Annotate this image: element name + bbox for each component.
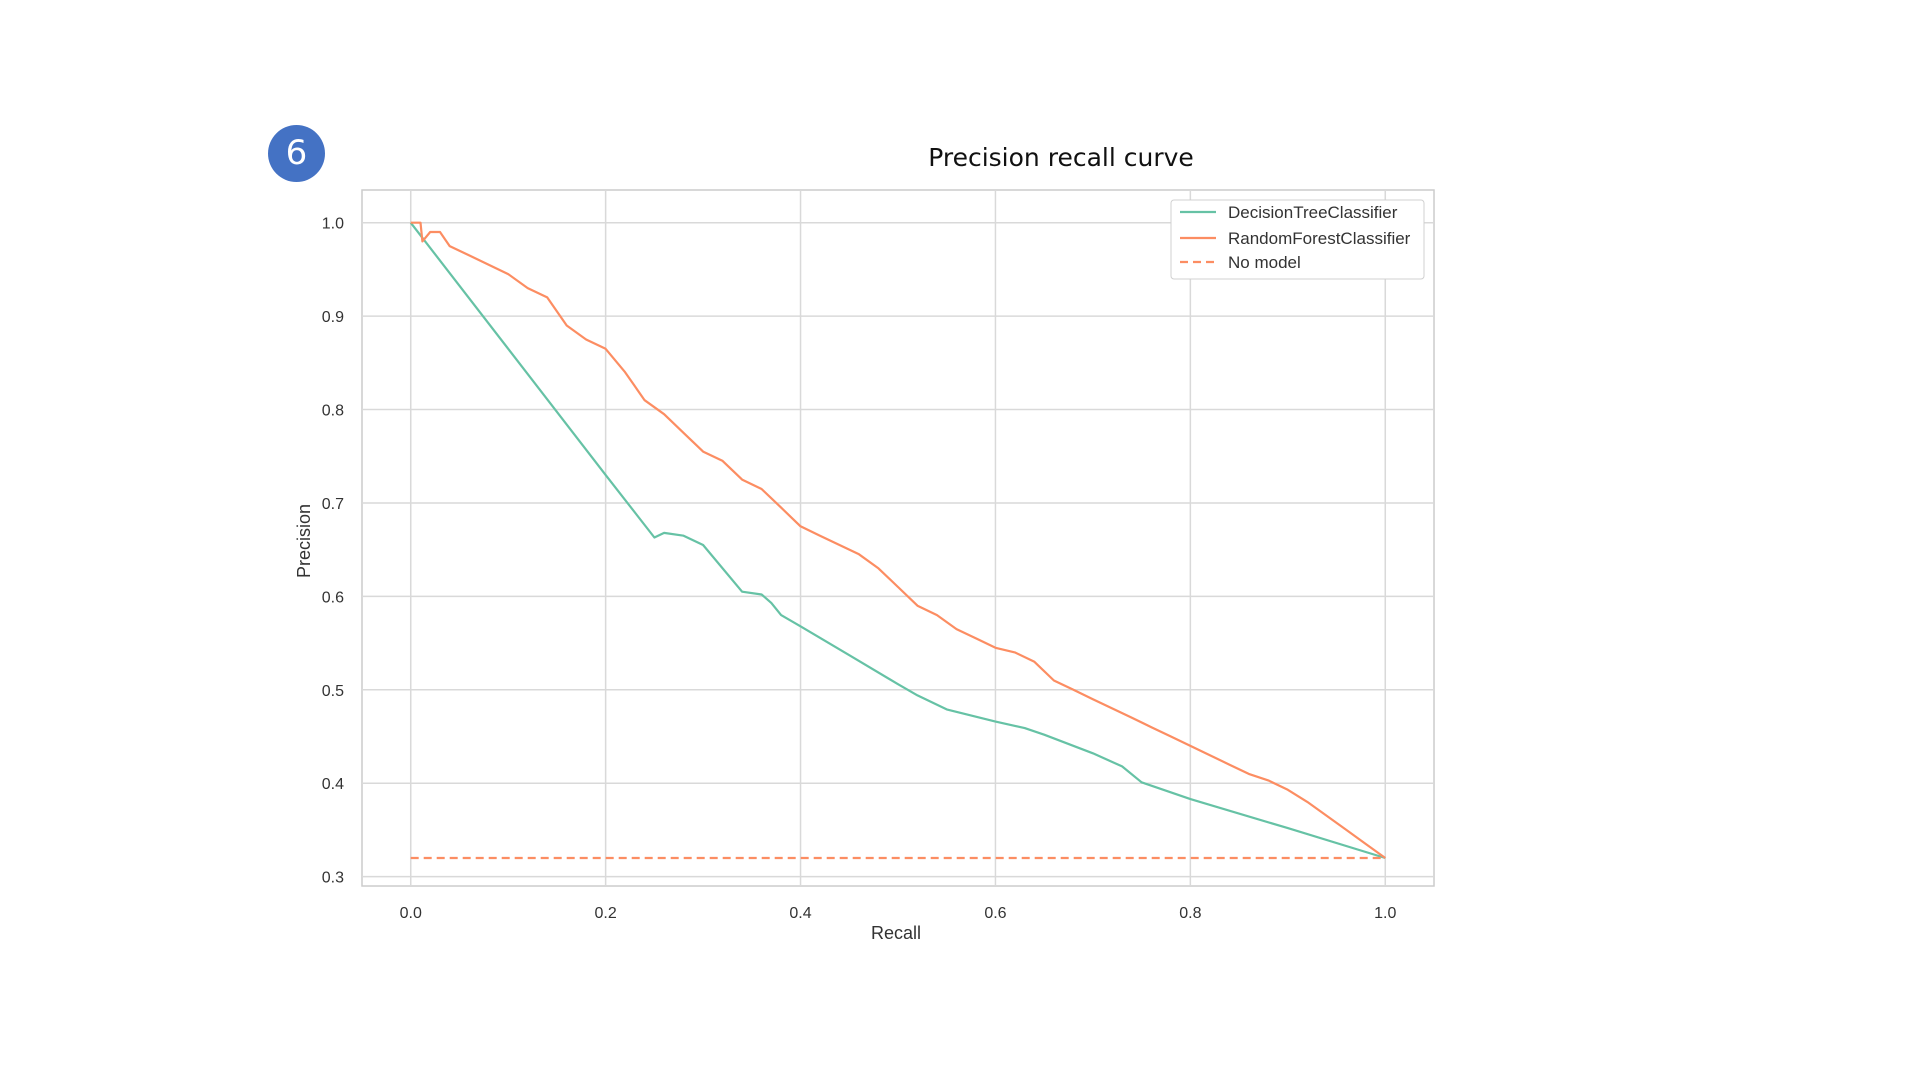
y-tick-label: 0.6 bbox=[322, 589, 344, 606]
series-line-random-forest bbox=[410, 221, 1386, 859]
y-tick-label: 0.7 bbox=[322, 496, 344, 513]
y-tick-label: 0.9 bbox=[322, 309, 344, 326]
x-tick-labels: 0.0 0.2 0.4 0.6 0.8 1.0 bbox=[400, 905, 1397, 922]
plot-area bbox=[361, 189, 1435, 887]
y-tick-label: 1.0 bbox=[322, 216, 344, 233]
legend: DecisionTreeClassifier RandomForestClass… bbox=[1170, 199, 1425, 280]
legend-label-decision-tree: DecisionTreeClassifier bbox=[1228, 203, 1398, 222]
legend-label-no-model: No model bbox=[1228, 253, 1301, 272]
series-line-decision-tree bbox=[409, 222, 1386, 860]
y-tick-labels: 0.3 0.4 0.5 0.6 0.7 0.8 0.9 1.0 bbox=[322, 216, 344, 887]
x-tick-label: 0.8 bbox=[1179, 905, 1201, 922]
x-tick-label: 0.4 bbox=[789, 905, 811, 922]
x-tick-label: 0.2 bbox=[595, 905, 617, 922]
legend-label-random-forest: RandomForestClassifier bbox=[1228, 229, 1411, 248]
step-badge: 6 bbox=[268, 125, 325, 182]
x-tick-label: 0.0 bbox=[400, 905, 422, 922]
chart-title: Precision recall curve bbox=[928, 143, 1194, 172]
y-tick-label: 0.5 bbox=[322, 683, 344, 700]
x-tick-label: 0.6 bbox=[984, 905, 1006, 922]
series-lines bbox=[409, 221, 1386, 860]
y-tick-label: 0.3 bbox=[322, 870, 344, 887]
x-tick-label: 1.0 bbox=[1374, 905, 1396, 922]
legend-box bbox=[1170, 199, 1425, 280]
y-axis-label: Precision bbox=[294, 504, 314, 578]
y-tick-label: 0.8 bbox=[322, 403, 344, 420]
y-tick-label: 0.4 bbox=[322, 776, 344, 793]
x-axis-label: Recall bbox=[871, 923, 921, 943]
